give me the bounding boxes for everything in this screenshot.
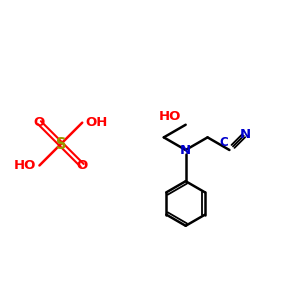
Text: N: N: [180, 143, 191, 157]
Text: HO: HO: [159, 110, 181, 123]
Text: N: N: [240, 128, 251, 141]
Text: OH: OH: [85, 116, 108, 129]
Text: C: C: [219, 136, 228, 148]
Text: HO: HO: [14, 159, 37, 172]
Text: O: O: [76, 159, 88, 172]
Text: S: S: [56, 136, 66, 152]
Text: O: O: [34, 116, 45, 129]
